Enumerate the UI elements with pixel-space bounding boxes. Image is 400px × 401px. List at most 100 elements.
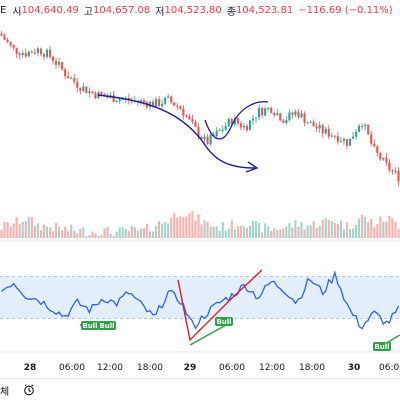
candle-body xyxy=(355,131,358,137)
volume-bar xyxy=(24,221,27,238)
candle-body xyxy=(9,41,12,45)
candle-body xyxy=(51,56,55,62)
volume-bar xyxy=(79,228,82,238)
volume-bar xyxy=(330,221,333,238)
volume-bar xyxy=(397,228,400,238)
candle-body xyxy=(100,91,103,95)
volume-bar xyxy=(139,228,142,238)
candle-body xyxy=(251,118,255,121)
x-tick-label: 06:00 xyxy=(59,363,85,373)
candle-body xyxy=(379,152,382,160)
volume-bar xyxy=(236,225,239,238)
volume-bar xyxy=(58,226,61,238)
volume-bar xyxy=(221,222,224,238)
volume-bar xyxy=(306,225,309,238)
candle-body xyxy=(164,97,167,104)
volume-bar xyxy=(130,225,133,238)
volume-bar xyxy=(12,223,15,238)
volume-bar xyxy=(376,224,379,238)
close-label: 종 xyxy=(226,6,236,18)
candle-body xyxy=(385,157,388,163)
candle-body xyxy=(258,108,261,118)
candle-body xyxy=(188,116,191,119)
candle-body xyxy=(151,101,155,107)
candle-body xyxy=(94,92,97,99)
bull-tag xyxy=(98,321,116,330)
bull-tag-label: Bull xyxy=(82,322,97,330)
candle-body xyxy=(179,106,182,109)
volume-bar xyxy=(30,216,33,238)
alarm-clock-icon[interactable] xyxy=(23,384,35,396)
volume-bar xyxy=(170,217,173,238)
candle-body xyxy=(12,44,15,48)
candle-body xyxy=(18,53,21,56)
candle-body xyxy=(24,53,27,57)
candle-body xyxy=(197,126,200,138)
volume-bar xyxy=(61,230,64,238)
candle-body xyxy=(276,113,279,116)
candle-body xyxy=(30,51,33,53)
candle-body xyxy=(170,96,173,103)
volume-bar xyxy=(176,217,179,238)
volume-bar xyxy=(267,226,270,238)
candle-body xyxy=(112,95,115,102)
volume-bar xyxy=(227,228,230,238)
candle-body xyxy=(285,119,288,123)
volume-bar xyxy=(367,222,370,238)
candle-body xyxy=(45,49,49,57)
volume-bar xyxy=(255,221,258,238)
bull-divergence-line xyxy=(189,323,229,346)
candle-body xyxy=(33,52,36,54)
candle-body xyxy=(209,134,212,145)
candle-body xyxy=(42,54,45,57)
volume-bar xyxy=(73,230,76,238)
x-tick-label: 29 xyxy=(184,363,197,373)
candle-body xyxy=(361,126,364,128)
volume-bar xyxy=(294,220,297,238)
candle-body xyxy=(330,135,333,137)
bull-tag-label: Bull xyxy=(99,322,114,330)
candle-body xyxy=(306,122,309,124)
candle-body xyxy=(230,118,233,125)
candle-body xyxy=(342,139,345,142)
volume-bar xyxy=(112,236,115,238)
volume-bar xyxy=(285,226,288,238)
volume-bar xyxy=(106,226,109,238)
candle-body xyxy=(158,99,161,106)
volume-bar xyxy=(230,220,233,238)
candle-body xyxy=(297,111,300,118)
volume-bar xyxy=(76,233,79,238)
volume-bar xyxy=(42,224,45,238)
volume-bar xyxy=(361,214,364,238)
volume-bar xyxy=(333,222,336,238)
volume-bar xyxy=(391,218,394,238)
volume-bar xyxy=(355,224,358,238)
bull-tag-label: Bull xyxy=(216,318,231,326)
candle-body xyxy=(227,118,230,127)
volume-bar xyxy=(215,226,218,238)
candle-body xyxy=(370,134,373,144)
hand-drawn-arrowhead xyxy=(245,161,259,173)
candle-body xyxy=(239,123,242,128)
volume-bar xyxy=(239,226,242,238)
candle-body xyxy=(367,124,370,135)
volume-bar xyxy=(9,227,12,238)
candle-body xyxy=(148,101,152,108)
x-tick-label: 06:00 xyxy=(379,363,400,373)
x-tick-label: 30 xyxy=(348,363,361,373)
candle-body xyxy=(115,101,118,103)
volume-bar xyxy=(351,228,355,238)
volume-bar xyxy=(48,227,52,238)
bull-tag xyxy=(373,342,391,351)
candle-body xyxy=(294,111,297,115)
candle-body xyxy=(58,61,61,65)
volume-bar xyxy=(36,223,39,238)
candle-body xyxy=(76,81,79,88)
volume-bar xyxy=(282,228,285,238)
candle-body xyxy=(55,61,58,65)
volume-bar xyxy=(315,227,318,238)
candle-body xyxy=(255,117,258,119)
volume-bar xyxy=(364,216,367,238)
